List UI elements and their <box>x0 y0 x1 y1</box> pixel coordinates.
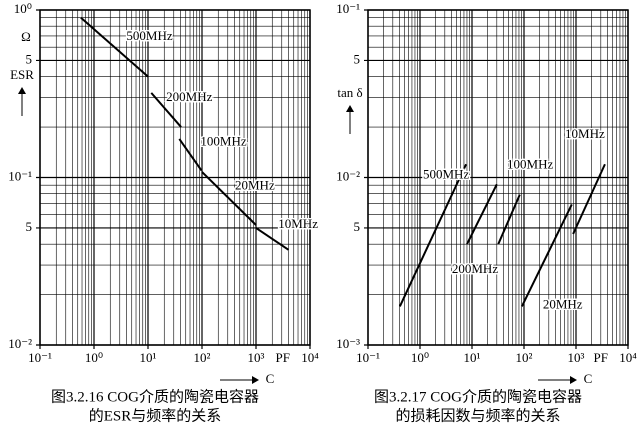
series-line <box>520 204 573 307</box>
y-tick-label: 10⁻² <box>336 168 360 183</box>
x-tick-label: 10⁻¹ <box>28 350 52 365</box>
y-unit: Ω <box>21 29 31 44</box>
series-line <box>398 163 468 307</box>
x-tick-label: 10³ <box>248 350 265 365</box>
x-tick-label: 10¹ <box>140 350 157 365</box>
plot-frame <box>39 9 311 346</box>
series-line <box>255 227 290 251</box>
series-line <box>466 183 498 245</box>
y-tick-label: 5 <box>26 51 33 66</box>
series-line <box>572 163 606 235</box>
caption: 图3.2.17 COG介质的陶瓷电容器 <box>374 388 582 405</box>
series-label: 20MHz <box>235 177 275 192</box>
y-tick-label: 10⁰ <box>14 1 32 16</box>
series-line <box>150 92 182 128</box>
series-label: 200MHz <box>452 261 498 276</box>
x-tick-label: 10⁰ <box>85 350 103 365</box>
x-tick-label: 10² <box>194 350 211 365</box>
x-axis-label: C <box>266 371 275 386</box>
x-axis-label: C <box>584 371 593 386</box>
series-label: 100MHz <box>200 134 246 149</box>
caption: 图3.2.16 COG介质的陶瓷电容器 <box>51 388 259 405</box>
series-label: 200MHz <box>166 89 212 104</box>
y-tick-label: 5 <box>26 219 33 234</box>
x-unit: PF <box>594 350 608 365</box>
y-axis-label: tan δ <box>337 85 362 100</box>
y-tick-label: 5 <box>354 51 361 66</box>
y-axis-label: ESR <box>10 67 34 82</box>
x-tick-label: 10⁰ <box>411 350 429 365</box>
x-tick-label: 10⁴ <box>619 350 637 365</box>
x-tick-label: 10³ <box>568 350 585 365</box>
series-label: 10MHz <box>278 216 318 231</box>
y-tick-label: 5 <box>354 219 361 234</box>
x-tick-label: 10² <box>516 350 533 365</box>
series-label: 500MHz <box>423 166 469 181</box>
x-tick-label: 10⁻¹ <box>356 350 380 365</box>
series-label: 500MHz <box>126 28 172 43</box>
series-label: 10MHz <box>565 126 605 141</box>
y-tick-label: 10⁻¹ <box>336 1 360 16</box>
x-tick-label: 10¹ <box>464 350 481 365</box>
series-line <box>201 171 257 226</box>
series-line <box>497 194 521 245</box>
y-tick-label: 10⁻¹ <box>8 168 32 183</box>
y-tick-label: 10⁻³ <box>336 336 360 351</box>
caption: 的损耗因数与频率的关系 <box>395 407 560 424</box>
x-tick-label: 10⁴ <box>301 350 319 365</box>
series-line <box>80 16 149 78</box>
series-line <box>178 138 203 172</box>
x-unit: PF <box>276 350 290 365</box>
y-tick-label: 10⁻² <box>8 336 32 351</box>
series-label: 100MHz <box>507 156 553 171</box>
caption: 的ESR与频率的关系 <box>89 407 222 424</box>
plot-frame <box>367 9 629 346</box>
series-label: 20MHz <box>543 296 583 311</box>
